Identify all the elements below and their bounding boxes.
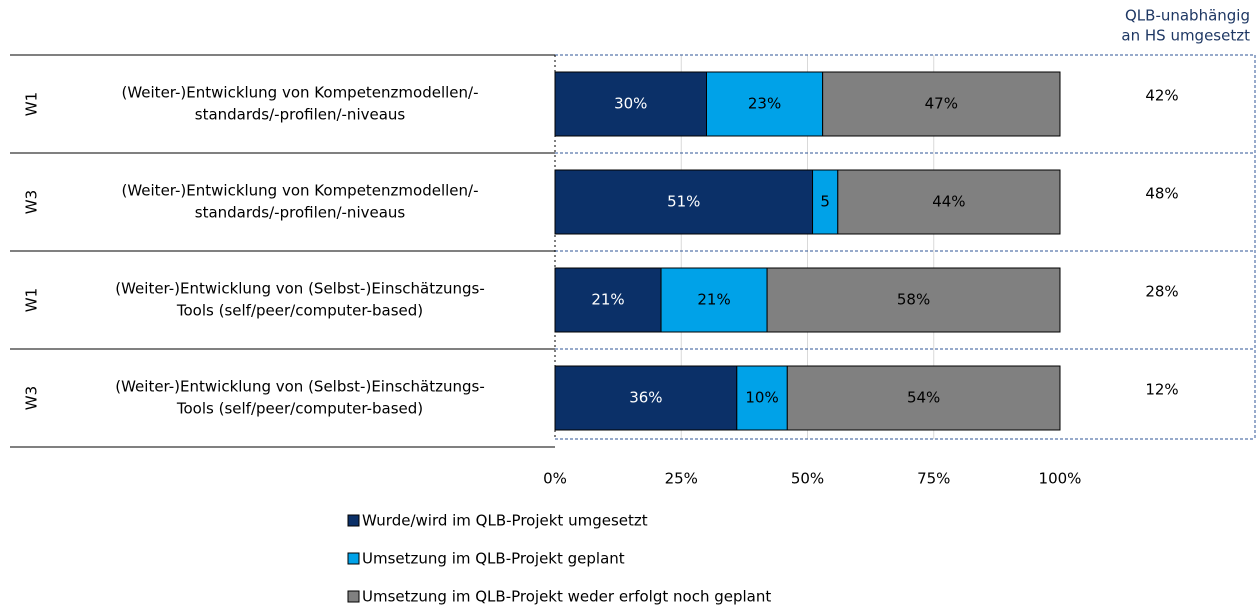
category-label: Tools (self/peer/computer-based) (176, 400, 423, 418)
value-label: 23% (748, 95, 781, 113)
category-label: standards/-profilen/-niveaus (195, 106, 406, 124)
x-tick-label: 25% (665, 470, 698, 488)
value-label: 54% (907, 389, 940, 407)
value-label: 10% (745, 389, 778, 407)
legend-label: Wurde/wird im QLB-Projekt umgesetzt (362, 512, 648, 530)
category-label: (Weiter-)Entwicklung von Kompetenzmodell… (121, 182, 478, 200)
bar-segment (554, 365, 738, 431)
legend-swatch (347, 552, 360, 565)
value-label: 47% (925, 95, 958, 113)
value-label: 5 (820, 193, 830, 211)
bar-segment (766, 267, 1061, 333)
side-value: 48% (1145, 185, 1178, 203)
side-value: 12% (1145, 381, 1178, 399)
bar-segment (554, 267, 662, 333)
value-label: 21% (591, 291, 624, 309)
side-value: 28% (1145, 283, 1178, 301)
x-tick-label: 0% (543, 470, 567, 488)
bar-segment (554, 71, 707, 137)
legend-swatch (347, 514, 360, 527)
category-label: standards/-profilen/-niveaus (195, 204, 406, 222)
bar-segment (554, 169, 814, 235)
value-label: 21% (697, 291, 730, 309)
group-label: W3 (23, 190, 41, 214)
legend-label: Umsetzung im QLB-Projekt geplant (362, 550, 625, 568)
bar-segment (736, 365, 788, 431)
category-label: (Weiter-)Entwicklung von (Selbst-)Einsch… (115, 378, 485, 396)
x-tick-label: 50% (791, 470, 824, 488)
category-label: Tools (self/peer/computer-based) (176, 302, 423, 320)
group-label: W1 (23, 288, 41, 312)
value-label: 51% (667, 193, 700, 211)
bar-segment (706, 71, 824, 137)
value-label: 30% (614, 95, 647, 113)
legend-label: Umsetzung im QLB-Projekt weder erfolgt n… (362, 588, 771, 606)
group-label: W3 (23, 386, 41, 410)
bar-segment (837, 169, 1061, 235)
x-tick-label: 75% (917, 470, 950, 488)
side-title: QLB-unabhängig (1125, 7, 1250, 25)
x-tick-label: 100% (1039, 470, 1082, 488)
bar-segment (822, 71, 1061, 137)
legend-swatch (347, 590, 360, 603)
group-label: W1 (23, 92, 41, 116)
category-label: (Weiter-)Entwicklung von Kompetenzmodell… (121, 84, 478, 102)
side-value: 42% (1145, 87, 1178, 105)
value-label: 36% (629, 389, 662, 407)
bar-segment (786, 365, 1061, 431)
value-label: 44% (932, 193, 965, 211)
category-label: (Weiter-)Entwicklung von (Selbst-)Einsch… (115, 280, 485, 298)
value-label: 58% (897, 291, 930, 309)
side-title: an HS umgesetzt (1121, 27, 1250, 45)
